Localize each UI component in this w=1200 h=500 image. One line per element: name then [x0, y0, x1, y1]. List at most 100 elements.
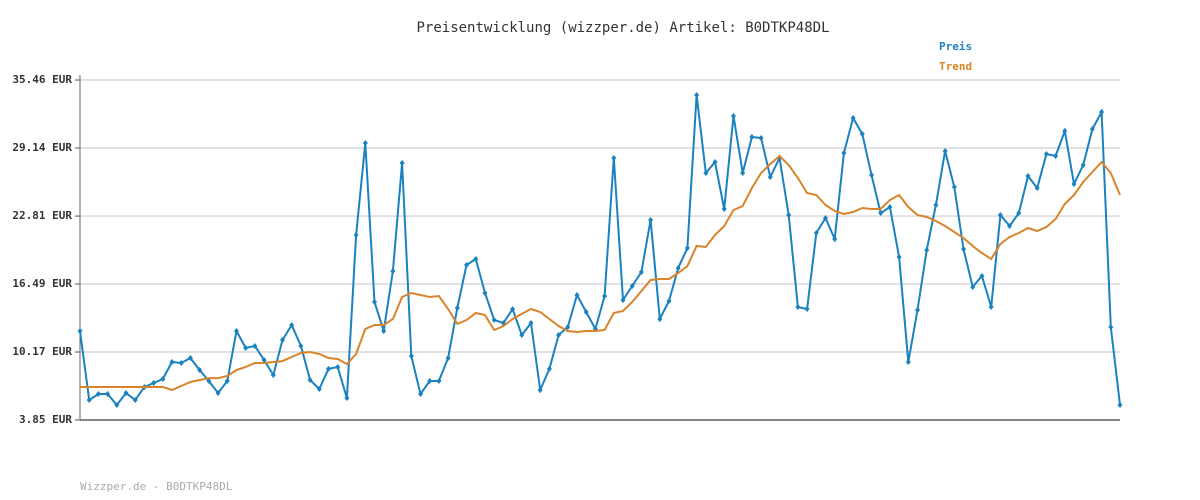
point [132, 396, 138, 403]
point [703, 170, 709, 177]
legend-label: Trend [939, 60, 972, 73]
point [1053, 153, 1059, 160]
footer: Wizzper.de - B0DTKP48DL [80, 480, 233, 493]
point [841, 150, 847, 157]
point [1099, 109, 1105, 116]
point [712, 158, 718, 165]
point [510, 306, 516, 313]
point [86, 396, 92, 403]
point [519, 332, 525, 339]
point [813, 230, 819, 237]
point [528, 319, 534, 326]
point [206, 377, 212, 384]
point [187, 355, 193, 362]
point [151, 379, 157, 386]
point [850, 114, 856, 121]
point [169, 359, 175, 366]
point [197, 366, 203, 373]
point [915, 306, 921, 313]
point [795, 303, 801, 310]
point [427, 377, 433, 384]
point [123, 390, 129, 397]
point [261, 356, 267, 363]
point [988, 303, 994, 310]
point [546, 365, 552, 372]
point [344, 395, 350, 402]
point [224, 377, 230, 384]
point [878, 210, 884, 217]
point [721, 205, 727, 212]
point [933, 201, 939, 208]
point [482, 289, 488, 296]
point [160, 376, 166, 383]
point [473, 255, 479, 262]
point [325, 365, 331, 372]
y-tick-label: 35.46 EUR [12, 73, 72, 86]
point [675, 265, 681, 272]
point [105, 390, 111, 397]
point [970, 283, 976, 290]
point [629, 282, 635, 289]
point [620, 296, 626, 303]
point [666, 298, 672, 305]
point [905, 359, 911, 366]
point [95, 390, 101, 397]
y-tick-label: 16.49 EUR [12, 277, 72, 290]
point [942, 147, 948, 154]
point [408, 353, 414, 360]
point [270, 372, 276, 379]
point [372, 299, 378, 306]
point [399, 160, 405, 167]
point [454, 305, 460, 312]
point [298, 342, 304, 349]
point [279, 336, 285, 343]
point [951, 184, 957, 191]
point [1062, 127, 1068, 134]
point [583, 309, 589, 316]
point [316, 386, 322, 393]
y-tick-label: 22.81 EUR [12, 209, 72, 222]
point [1071, 181, 1077, 188]
point [924, 247, 930, 254]
point [859, 130, 865, 137]
point [491, 316, 497, 323]
chart-title: Preisentwicklung (wizzper.de) Artikel: B… [416, 20, 829, 36]
legend-label: Preis [939, 40, 972, 53]
point [832, 235, 838, 242]
point [786, 211, 792, 218]
point [1117, 402, 1123, 409]
point [611, 154, 617, 161]
point [390, 268, 396, 275]
point [1025, 173, 1031, 180]
point [657, 316, 663, 323]
point [464, 262, 470, 269]
point [740, 170, 746, 177]
point [252, 342, 258, 349]
point [381, 328, 387, 335]
point [730, 113, 736, 120]
point [749, 134, 755, 141]
point [77, 328, 83, 335]
point [307, 376, 313, 383]
point [694, 91, 700, 98]
point [289, 322, 295, 329]
point [1007, 222, 1013, 229]
point [638, 268, 644, 275]
y-tick-label: 29.14 EUR [12, 141, 72, 154]
point [215, 390, 221, 397]
point [979, 272, 985, 279]
point [1108, 323, 1114, 330]
point [1080, 161, 1086, 168]
point [1089, 126, 1095, 133]
point [869, 171, 875, 178]
point [565, 323, 571, 330]
point [233, 328, 239, 335]
point [758, 134, 764, 141]
point [114, 402, 120, 409]
point [353, 231, 359, 238]
y-tick-label: 3.85 EUR [19, 413, 72, 426]
point [602, 292, 608, 299]
point [648, 217, 654, 224]
point [896, 254, 902, 261]
point [887, 204, 893, 211]
